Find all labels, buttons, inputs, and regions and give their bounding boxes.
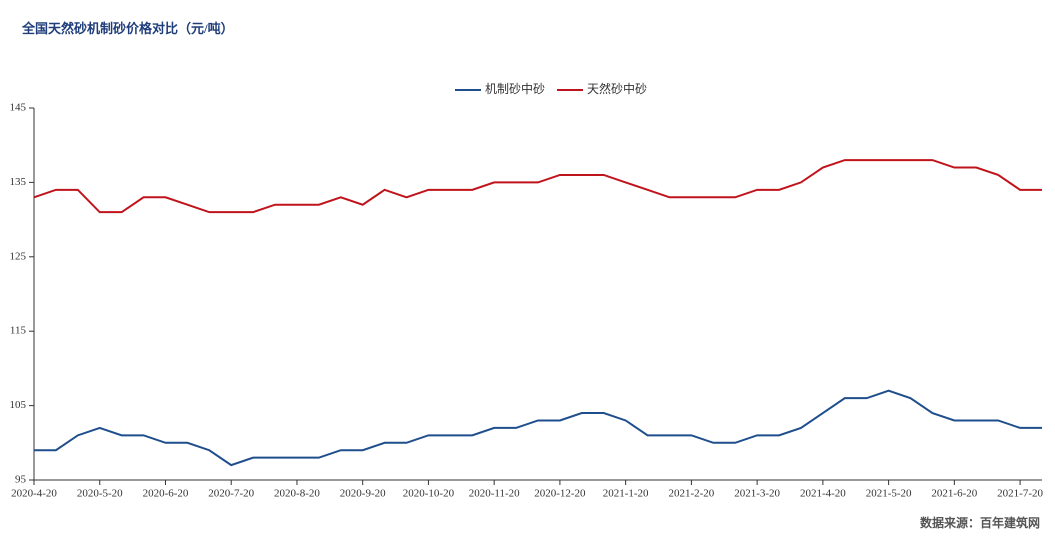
x-tick-label: 2021-1-20	[603, 488, 649, 500]
x-tick-label: 2021-3-20	[734, 488, 780, 500]
x-tick-label: 2021-2-20	[668, 488, 714, 500]
x-tick-label: 2021-5-20	[866, 488, 912, 500]
y-tick-label: 125	[10, 250, 27, 262]
x-tick-label: 2020-6-20	[143, 488, 189, 500]
y-tick-label: 135	[10, 176, 27, 188]
legend-label: 天然砂中砂	[587, 81, 647, 96]
x-tick-label: 2020-12-20	[534, 488, 586, 500]
x-tick-label: 2020-7-20	[208, 488, 254, 500]
y-tick-label: 105	[10, 399, 27, 411]
x-tick-label: 2020-9-20	[340, 488, 386, 500]
x-tick-label: 2021-6-20	[931, 488, 977, 500]
chart-title: 全国天然砂机制砂价格对比（元/吨）	[21, 21, 234, 36]
legend-label: 机制砂中砂	[485, 81, 545, 96]
x-tick-label: 2021-7-20	[997, 488, 1043, 500]
y-tick-label: 115	[10, 325, 27, 337]
x-tick-label: 2020-5-20	[77, 488, 123, 500]
x-tick-label: 2020-8-20	[274, 488, 320, 500]
y-tick-label: 145	[10, 102, 27, 114]
source-note: 数据来源：百年建筑网	[920, 515, 1040, 530]
x-tick-label: 2020-11-20	[469, 488, 520, 500]
series-line	[33, 159, 1042, 214]
x-tick-label: 2020-10-20	[403, 488, 455, 500]
x-tick-label: 2021-4-20	[800, 488, 846, 500]
x-tick-label: 2020-4-20	[11, 488, 57, 500]
y-tick-label: 95	[15, 474, 27, 486]
series-line	[34, 389, 1042, 467]
